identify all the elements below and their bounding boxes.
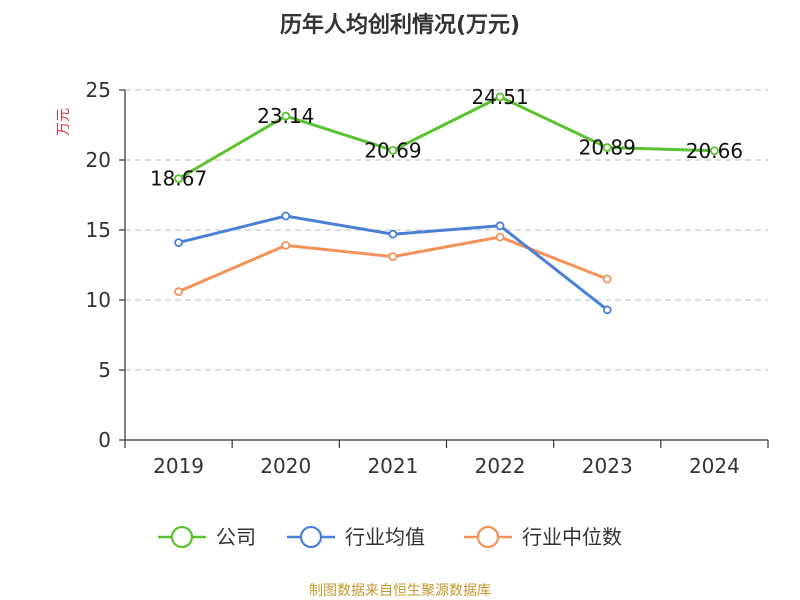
data-point bbox=[281, 111, 291, 121]
data-point bbox=[710, 146, 719, 156]
data-point bbox=[388, 145, 398, 155]
legend-item: 公司 bbox=[158, 525, 256, 549]
y-tick-label: 5 bbox=[98, 358, 111, 382]
data-point bbox=[495, 232, 505, 242]
source-note: 制图数据来自恒生聚源数据库 bbox=[309, 583, 491, 599]
data-point bbox=[174, 238, 183, 248]
x-tick-label: 2021 bbox=[367, 454, 418, 478]
x-tick-label: 2019 bbox=[153, 454, 204, 478]
y-tick-label: 15 bbox=[86, 218, 111, 242]
data-point bbox=[281, 211, 291, 221]
legend-marker bbox=[299, 525, 323, 549]
x-tick-label: 2022 bbox=[475, 454, 526, 478]
legend-item: 行业均值 bbox=[287, 525, 425, 549]
data-point bbox=[495, 92, 505, 102]
series-1: 18.67 23.14 20.69 24.51 20.89 20.66 bbox=[150, 85, 743, 191]
data-label: 20.66 bbox=[686, 139, 743, 163]
series-line bbox=[177, 235, 608, 293]
y-axis-label: 万元 bbox=[56, 108, 72, 136]
x-tick-label: 2023 bbox=[582, 454, 633, 478]
data-label: 23.14 bbox=[257, 104, 314, 128]
data-point bbox=[495, 221, 505, 231]
data-point bbox=[602, 305, 612, 315]
legend-marker bbox=[476, 525, 500, 549]
series-layer: 18.67 23.14 20.69 24.51 20.89 20.66 bbox=[150, 85, 743, 315]
x-tick-label: 2020 bbox=[260, 454, 311, 478]
x-tick-label: 2024 bbox=[689, 454, 740, 478]
data-point bbox=[602, 143, 612, 152]
data-label: 20.89 bbox=[579, 136, 636, 160]
series-2 bbox=[174, 211, 612, 315]
legend-marker bbox=[170, 525, 194, 549]
legend: 公司 行业均值 行业中位数 bbox=[158, 525, 622, 549]
data-point bbox=[602, 274, 612, 284]
data-label: 24.51 bbox=[471, 85, 528, 109]
chart-title: 历年人均创利情况(万元) bbox=[280, 12, 520, 38]
series-line bbox=[177, 95, 715, 180]
data-point bbox=[174, 174, 183, 184]
legend-label: 公司 bbox=[216, 525, 256, 549]
data-label: 18.67 bbox=[150, 167, 207, 191]
legend-label: 行业中位数 bbox=[522, 525, 622, 549]
data-point bbox=[281, 240, 291, 250]
series-3 bbox=[174, 232, 612, 297]
legend-label: 行业均值 bbox=[345, 525, 425, 549]
data-point bbox=[174, 287, 183, 297]
y-tick-label: 25 bbox=[86, 78, 111, 102]
y-tick-label: 20 bbox=[86, 148, 111, 172]
legend-item: 行业中位数 bbox=[464, 525, 622, 549]
y-tick-label: 0 bbox=[98, 428, 111, 452]
y-tick-label: 10 bbox=[86, 288, 111, 312]
axes: 0 5 10 15 20 25 2019 2020 2021 2022 2023 2024 bbox=[86, 78, 769, 478]
data-point bbox=[388, 229, 398, 239]
data-label: 20.69 bbox=[364, 138, 421, 162]
data-point bbox=[388, 252, 398, 262]
